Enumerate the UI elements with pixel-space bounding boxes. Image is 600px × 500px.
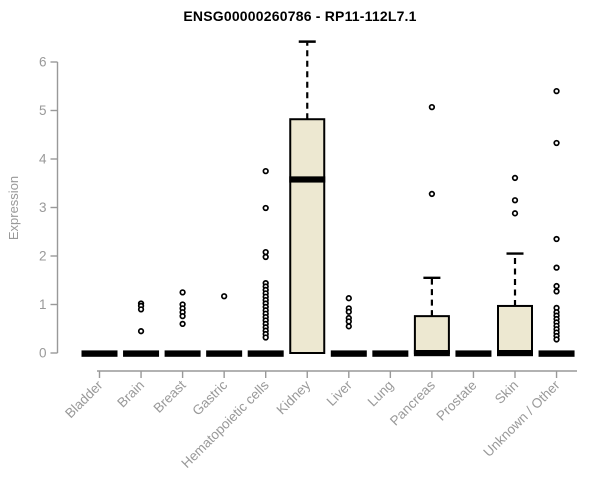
outlier-point	[179, 289, 186, 296]
outlier-point	[262, 248, 269, 256]
median-line	[123, 350, 160, 357]
x-category-label: Skin	[492, 378, 521, 407]
outlier-point	[137, 328, 145, 335]
x-category-label: Kidney	[274, 377, 314, 417]
median-line	[372, 350, 409, 357]
box	[497, 304, 533, 354]
median-line	[81, 350, 118, 357]
x-category-label: Gastric	[189, 377, 230, 418]
y-tick-label: 6	[39, 55, 47, 70]
y-tick-label: 1	[39, 297, 47, 312]
outlier-point	[553, 282, 560, 290]
outlier-point	[553, 264, 560, 271]
outlier-point	[179, 312, 186, 320]
outlier-point	[511, 210, 519, 217]
box	[289, 118, 326, 355]
x-category-label: Breast	[151, 377, 189, 415]
outlier-point	[511, 197, 519, 204]
x-category-label: Pancreas	[387, 377, 438, 428]
median-line	[289, 176, 326, 183]
outlier-point	[428, 190, 436, 198]
outlier-point	[345, 295, 352, 302]
outlier-point	[137, 306, 145, 313]
median-line	[330, 350, 367, 357]
outlier-point	[345, 308, 352, 315]
outlier-point	[262, 204, 269, 212]
y-tick-label: 2	[39, 249, 47, 264]
outlier-point	[511, 174, 519, 182]
outlier-point	[179, 320, 186, 328]
x-category-label: Unknown / Other	[480, 377, 563, 460]
outlier-point	[262, 167, 269, 175]
outlier-point	[553, 235, 560, 243]
y-tick-label: 5	[39, 103, 47, 118]
outlier-point	[553, 87, 560, 95]
outlier-point	[220, 293, 228, 300]
median-line	[455, 350, 492, 357]
x-category-label: Lung	[365, 378, 397, 410]
y-tick-label: 3	[39, 200, 47, 215]
median-line	[413, 350, 450, 357]
outlier-point	[553, 139, 560, 147]
x-category-label: Prostate	[433, 378, 479, 424]
x-category-label: Bladder	[62, 377, 106, 421]
outlier-point	[262, 334, 269, 341]
x-category-label: Liver	[324, 377, 356, 409]
outlier-point	[345, 318, 352, 325]
outlier-point	[262, 253, 269, 261]
median-line	[164, 350, 201, 357]
outlier-point	[553, 336, 560, 343]
outlier-point	[428, 103, 436, 111]
median-line	[497, 350, 533, 357]
outlier-point	[345, 323, 352, 330]
median-line	[247, 350, 284, 357]
median-line	[538, 350, 575, 357]
x-category-label: Brain	[114, 378, 147, 411]
box	[413, 315, 450, 355]
outlier-point	[553, 288, 560, 295]
median-line	[206, 350, 243, 357]
chart-title: ENSG00000260786 - RP11-112L7.1	[183, 8, 417, 24]
y-tick-label: 4	[39, 152, 47, 167]
y-tick-label: 0	[39, 346, 47, 361]
